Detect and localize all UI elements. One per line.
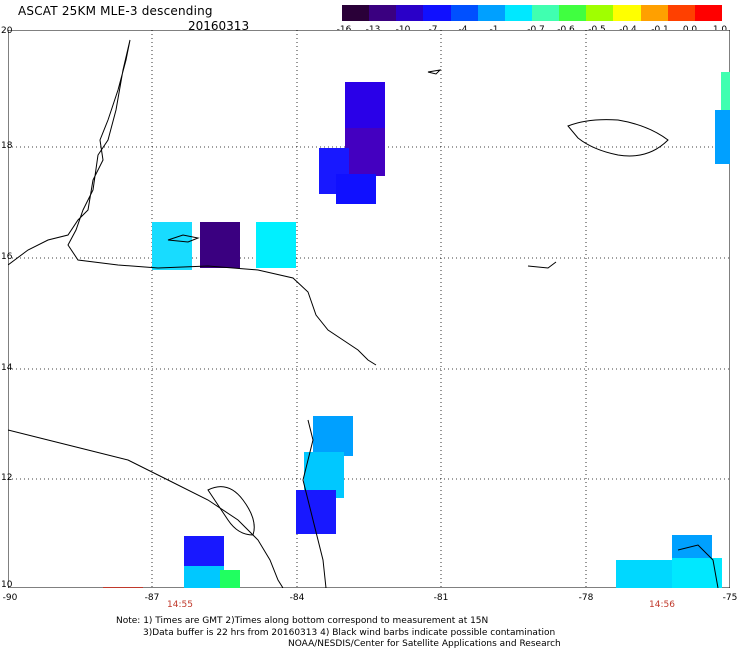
data-cell — [336, 174, 376, 204]
data-cell — [345, 128, 385, 176]
colorbar-swatch — [369, 5, 397, 21]
time-label: 14:55 — [167, 600, 193, 610]
colorbar-swatch — [640, 5, 668, 21]
lat-label: 16 — [1, 252, 13, 262]
colorbar-swatch — [504, 5, 532, 21]
lon-label: -81 — [433, 593, 449, 603]
note-line-1: Note: 1) Times are GMT 2)Times along bot… — [116, 616, 489, 626]
data-cell — [184, 566, 224, 588]
colorbar-swatch — [694, 5, 722, 21]
data-cell — [721, 72, 730, 112]
data-cell — [313, 416, 353, 456]
coastlines — [8, 39, 719, 588]
map-plot — [8, 30, 730, 588]
colorbar-swatch — [559, 5, 587, 21]
colorbar-swatch — [423, 5, 451, 21]
lat-label: 12 — [1, 473, 13, 483]
colorbar-swatch — [450, 5, 478, 21]
note-line-2: 3)Data buffer is 22 hrs from 20160313 4)… — [143, 628, 556, 638]
data-cell — [672, 535, 712, 560]
lon-label: -78 — [578, 593, 594, 603]
lat-label: 14 — [1, 363, 13, 373]
data-cell — [672, 558, 722, 588]
lon-label: -75 — [722, 593, 738, 603]
data-cell — [103, 587, 143, 588]
colorbar-swatch — [342, 5, 370, 21]
lon-label: -84 — [289, 593, 305, 603]
wind-data-swaths — [103, 72, 730, 588]
colorbar-swatch — [613, 5, 641, 21]
note-line-3: NOAA/NESDIS/Center for Satellite Applica… — [288, 639, 561, 649]
data-cell — [616, 560, 676, 588]
data-cell — [296, 490, 336, 534]
lon-label: -90 — [2, 593, 18, 603]
colorbar-swatch — [667, 5, 695, 21]
data-cell — [152, 222, 192, 270]
data-cell — [200, 222, 240, 268]
chart-title: ASCAT 25KM MLE-3 descending — [18, 4, 213, 18]
colorbar-swatch — [477, 5, 505, 21]
data-cell — [220, 570, 240, 588]
data-cell — [184, 536, 224, 566]
lat-label: 18 — [1, 141, 13, 151]
data-cell — [256, 222, 296, 268]
colorbar-swatch — [586, 5, 614, 21]
colorbar — [342, 5, 722, 21]
lon-label: -87 — [144, 593, 160, 603]
data-cell — [715, 110, 730, 164]
lat-label: 20 — [1, 26, 13, 36]
time-label: 14:56 — [649, 600, 675, 610]
lat-label: 10 — [1, 580, 13, 590]
data-cell — [345, 82, 385, 128]
colorbar-swatch — [396, 5, 424, 21]
colorbar-swatch — [531, 5, 560, 21]
